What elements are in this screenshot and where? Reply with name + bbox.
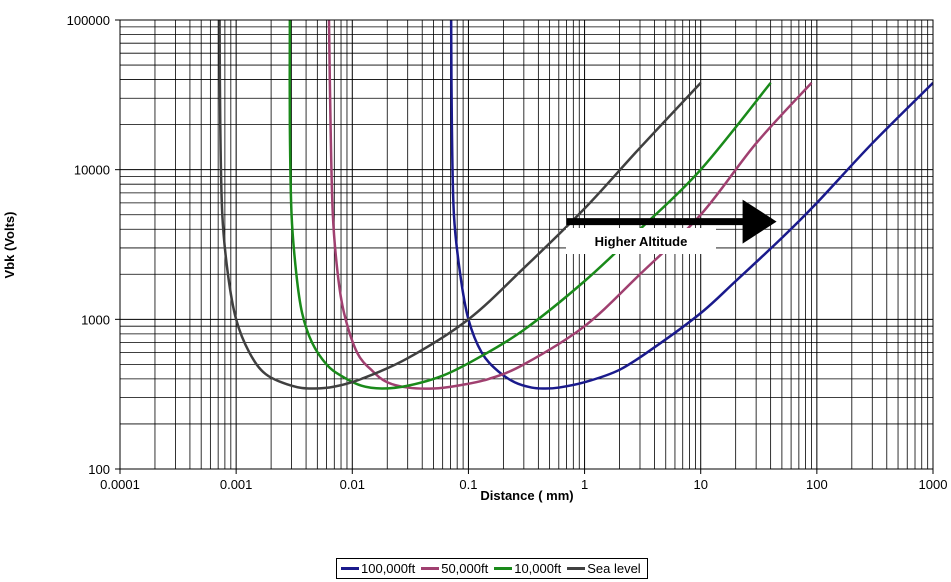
series-line-2 bbox=[288, 20, 772, 390]
annotation-label: Higher Altitude bbox=[595, 234, 688, 249]
legend-swatch bbox=[421, 567, 440, 570]
y-axis-title: Vbk (Volts) bbox=[2, 212, 17, 279]
y-tick-labels: 100 1000 10000 100000 bbox=[67, 13, 120, 477]
annotation: Higher Altitude bbox=[566, 199, 777, 254]
legend-item-10000ft: 10,000ft bbox=[494, 561, 561, 576]
x-tick-label: 1 bbox=[581, 477, 588, 492]
plot-frame bbox=[119, 19, 934, 470]
legend-swatch bbox=[567, 567, 586, 570]
legend-item-50000ft: 50,000ft bbox=[421, 561, 488, 576]
y-tick-label: 100000 bbox=[67, 13, 110, 28]
legend-item-100000ft: 100,000ft bbox=[341, 561, 415, 576]
y-tick-label: 100 bbox=[88, 462, 110, 477]
legend-swatch bbox=[341, 567, 359, 570]
x-tick-label: 0.001 bbox=[220, 477, 253, 492]
y-tick-label: 1000 bbox=[81, 312, 110, 327]
x-tick-label: 0.01 bbox=[340, 477, 365, 492]
x-tick-label: 10 bbox=[693, 477, 707, 492]
y-tick-label: 10000 bbox=[74, 163, 110, 178]
plot-area bbox=[120, 20, 933, 469]
legend-item-sea-level: Sea level bbox=[567, 561, 641, 576]
series-line-0 bbox=[449, 20, 933, 390]
x-tick-label: 0.0001 bbox=[100, 477, 140, 492]
x-tick-labels: 0.0001 0.001 0.01 0.1 1 10 100 1000 bbox=[100, 469, 947, 492]
legend-label: 10,000ft bbox=[514, 561, 562, 576]
legend-swatch bbox=[494, 567, 513, 570]
x-axis-title: Distance ( mm) bbox=[480, 488, 573, 503]
legend-label: 50,000ft bbox=[441, 561, 489, 576]
legend-label: 100,000ft bbox=[361, 561, 416, 576]
x-tick-label: 100 bbox=[806, 477, 828, 492]
series-line-3 bbox=[218, 20, 702, 390]
annotation-label-box bbox=[566, 228, 716, 254]
x-tick-label: 0.1 bbox=[459, 477, 477, 492]
legend: 100,000ft 50,000ft 10,000ft Sea level bbox=[336, 558, 648, 579]
x-tick-label: 1000 bbox=[919, 477, 948, 492]
annotation-arrow-head bbox=[742, 199, 777, 244]
legend-label: Sea level bbox=[587, 561, 641, 576]
